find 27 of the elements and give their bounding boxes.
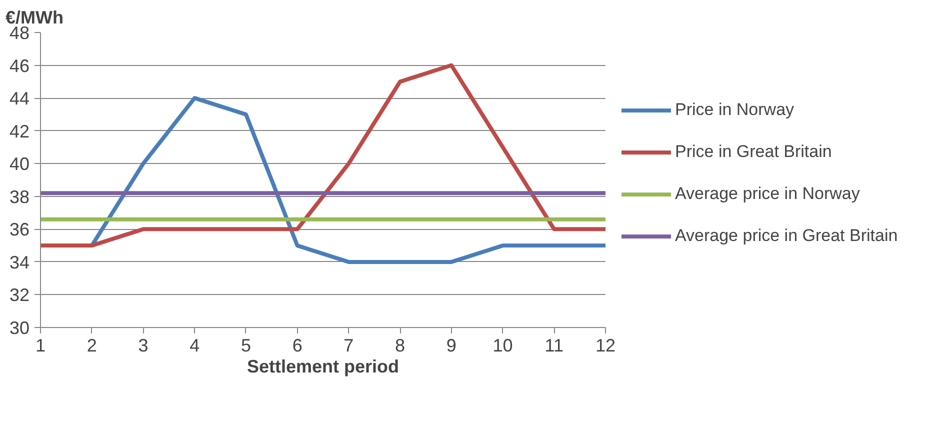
legend-label: Average price in Great Britain <box>675 226 898 246</box>
legend-label: Price in Norway <box>675 100 794 120</box>
x-tick-label: 10 <box>492 336 513 356</box>
x-tick-label: 8 <box>395 336 406 356</box>
x-tick-label: 11 <box>544 336 564 356</box>
x-tick-label: 1 <box>35 336 46 356</box>
x-tick-label: 4 <box>190 336 200 356</box>
line-series <box>40 63 606 248</box>
y-tick-label: 40 <box>9 154 30 174</box>
y-tick-label: 38 <box>9 186 30 207</box>
legend-label: Average price in Norway <box>675 184 860 204</box>
x-tick-label: 7 <box>344 336 354 356</box>
y-tick-label: 30 <box>9 318 30 338</box>
y-tick-label: 36 <box>9 220 30 240</box>
x-tick-label: 9 <box>446 336 456 356</box>
x-tick-label: 3 <box>138 336 148 356</box>
legend-label: Price in Great Britain <box>675 142 832 162</box>
y-tick-label: 44 <box>9 88 30 109</box>
y-tick-label: 42 <box>9 121 30 142</box>
x-tick-label: 12 <box>595 336 616 356</box>
y-tick-label: 32 <box>9 285 30 306</box>
y-tick-label: 46 <box>9 56 30 76</box>
x-tick-label: 6 <box>292 336 302 356</box>
x-tick-label: 2 <box>86 336 97 356</box>
x-tick-label: 5 <box>240 336 251 356</box>
x-axis-title: Settlement period <box>246 356 400 376</box>
y-tick-label: 34 <box>9 252 30 272</box>
